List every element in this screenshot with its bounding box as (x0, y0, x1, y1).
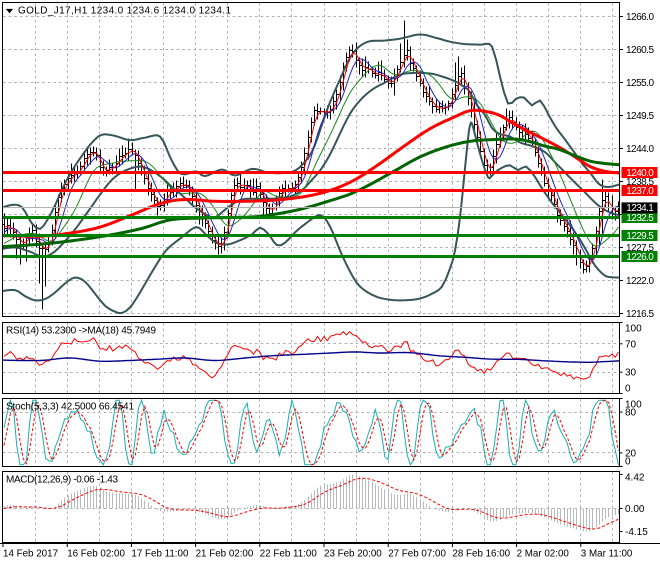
svg-text:1216.5: 1216.5 (626, 309, 654, 320)
svg-text:GOLD_J17,H1 1234.0 1234.6 123: GOLD_J17,H1 1234.0 1234.6 1234.0 1234.1 (18, 6, 231, 17)
svg-text:27 Feb 07:00: 27 Feb 07:00 (388, 549, 446, 560)
svg-text:1244.0: 1244.0 (626, 144, 654, 155)
svg-text:1266.0: 1266.0 (626, 12, 654, 23)
svg-text:1232.5: 1232.5 (626, 213, 654, 224)
svg-text:1227.5: 1227.5 (626, 243, 654, 254)
svg-text:1234.1: 1234.1 (626, 203, 654, 214)
svg-text:23 Feb 20:00: 23 Feb 20:00 (324, 549, 382, 560)
svg-text:1237.0: 1237.0 (626, 186, 654, 197)
svg-text:100: 100 (625, 324, 642, 335)
svg-text:1240.0: 1240.0 (626, 168, 654, 179)
svg-text:1260.5: 1260.5 (626, 45, 654, 56)
svg-text:0: 0 (625, 384, 631, 395)
svg-text:1255.0: 1255.0 (626, 78, 654, 89)
svg-text:17 Feb 11:00: 17 Feb 11:00 (131, 549, 189, 560)
svg-text:21 Feb 02:00: 21 Feb 02:00 (196, 549, 254, 560)
svg-text:80: 80 (625, 408, 637, 419)
svg-text:1238.5: 1238.5 (626, 177, 654, 188)
svg-text:30: 30 (625, 368, 637, 379)
svg-text:4.42: 4.42 (625, 473, 645, 484)
svg-text:-4.15: -4.15 (625, 527, 648, 538)
svg-text:2 Mar 02:00: 2 Mar 02:00 (517, 549, 570, 560)
svg-text:1249.5: 1249.5 (626, 111, 654, 122)
svg-text:22 Feb 11:00: 22 Feb 11:00 (260, 549, 318, 560)
svg-text:Stoch(5,3,3) 42.5000 66.4541: Stoch(5,3,3) 42.5000 66.4541 (6, 402, 134, 413)
svg-text:1226.0: 1226.0 (626, 252, 654, 263)
svg-text:0: 0 (625, 457, 631, 468)
svg-text:3 Mar 11:00: 3 Mar 11:00 (581, 549, 633, 560)
svg-text:14 Feb 2017: 14 Feb 2017 (3, 549, 58, 560)
svg-text:28 Feb 16:00: 28 Feb 16:00 (452, 549, 510, 560)
svg-text:20: 20 (625, 448, 637, 459)
svg-text:MACD(12,26,9) -0.06 -1.43: MACD(12,26,9) -0.06 -1.43 (6, 475, 118, 486)
svg-text:70: 70 (625, 339, 637, 350)
svg-text:100: 100 (625, 400, 642, 411)
svg-text:16 Feb 02:00: 16 Feb 02:00 (67, 549, 125, 560)
svg-text:1222.0: 1222.0 (626, 276, 654, 287)
svg-text:1229.5: 1229.5 (626, 231, 654, 242)
svg-text:0.00: 0.00 (625, 504, 645, 515)
svg-text:RSI(14) 53.2300 ->MA(18) 45.7: RSI(14) 53.2300 ->MA(18) 45.7949 (6, 326, 156, 337)
